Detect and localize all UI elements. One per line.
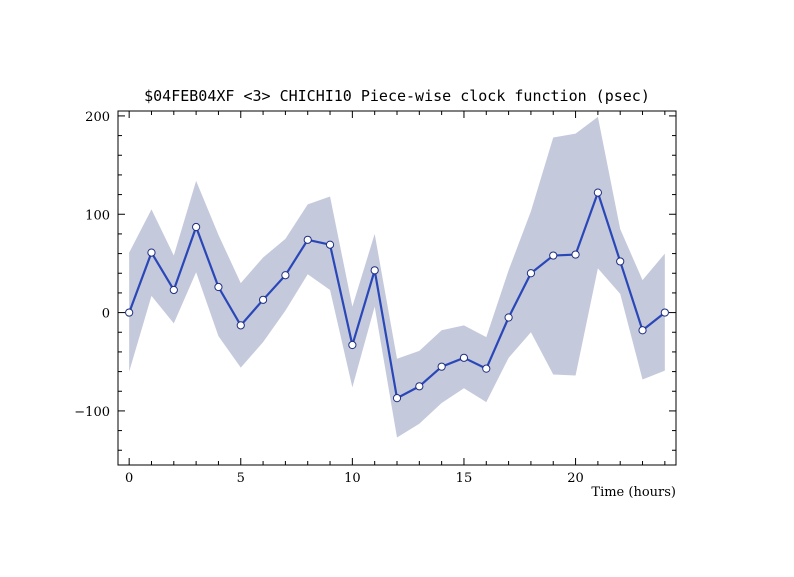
data-point <box>192 222 201 232</box>
y-tick-label: −100 <box>74 405 110 420</box>
x-tick-label: 20 <box>567 471 584 486</box>
data-point <box>415 382 424 391</box>
x-tick-label: 15 <box>456 471 473 486</box>
data-point <box>348 340 357 350</box>
data-point <box>459 353 469 362</box>
data-point <box>370 266 379 275</box>
uncertainty-band <box>129 116 665 438</box>
y-tick-label: 0 <box>102 307 110 322</box>
data-point <box>147 248 156 257</box>
data-point <box>526 269 536 278</box>
data-point <box>482 364 491 373</box>
data-point <box>392 394 402 403</box>
data-point <box>549 251 558 260</box>
data-point <box>437 362 446 371</box>
plot-area <box>125 116 669 438</box>
data-point <box>638 326 647 335</box>
data-point <box>303 235 312 244</box>
x-tick-label: 0 <box>125 471 133 486</box>
axes: 0 5 10 15 20 −100 0 100 200 <box>74 110 677 486</box>
y-tick-label: 200 <box>85 110 110 125</box>
data-point <box>571 250 580 259</box>
data-point <box>169 285 178 295</box>
data-point <box>616 257 625 266</box>
data-point <box>660 308 669 317</box>
data-point <box>236 321 245 330</box>
chart-title: $04FEB04XF <3> CHICHI10 Piece-wise clock… <box>144 87 650 105</box>
data-point <box>214 282 223 292</box>
data-point <box>504 313 513 322</box>
y-tick-label: 100 <box>85 208 110 223</box>
data-point <box>258 295 268 304</box>
x-tick-label: 10 <box>344 471 361 486</box>
data-point <box>325 240 335 249</box>
data-point <box>593 188 602 197</box>
data-point <box>125 308 134 317</box>
x-tick-label: 5 <box>237 471 245 486</box>
x-axis-label: Time (hours) <box>591 485 676 500</box>
data-point <box>281 271 290 280</box>
